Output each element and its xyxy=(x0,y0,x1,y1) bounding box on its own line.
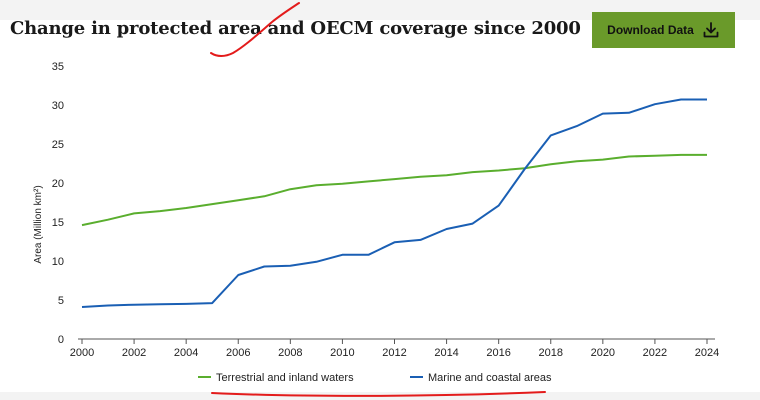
series-line-marine xyxy=(81,98,707,308)
y-axis-label: Area (Million km²) xyxy=(33,185,44,263)
download-data-button[interactable]: Download Data xyxy=(592,12,735,48)
line-chart: 0 5 10 15 20 25 30 35 2000 2002 2004 2006 2008 2010 20… xyxy=(33,61,719,384)
y-tick-label: 15 xyxy=(52,217,64,229)
x-tick-label: 2002 xyxy=(122,347,146,359)
x-tick-label: 2008 xyxy=(278,347,302,359)
x-tick-label: 2014 xyxy=(434,347,458,359)
y-tick-label: 30 xyxy=(52,100,64,112)
top-strip xyxy=(0,0,760,20)
y-tick-label: 0 xyxy=(58,334,64,346)
x-tick-label: 2010 xyxy=(330,347,354,359)
y-tick-label: 20 xyxy=(52,178,64,190)
series-line-terrestrial xyxy=(81,153,707,227)
x-tick-label: 2000 xyxy=(70,347,94,359)
x-tick-label: 2018 xyxy=(539,347,563,359)
download-button-label: Download Data xyxy=(607,23,694,37)
x-tick-label: 2004 xyxy=(174,347,198,359)
y-tick-label: 5 xyxy=(58,295,64,307)
x-tick-label: 2016 xyxy=(486,347,510,359)
legend-label-terrestrial: Terrestrial and inland waters xyxy=(216,372,354,384)
x-tick-label: 2024 xyxy=(695,347,719,359)
x-tick-label: 2022 xyxy=(643,347,667,359)
chart-panel xyxy=(0,20,748,392)
y-tick-label: 10 xyxy=(52,256,64,268)
x-tick-label: 2006 xyxy=(226,347,250,359)
legend-label-marine: Marine and coastal areas xyxy=(428,372,552,384)
y-tick-label: 25 xyxy=(52,139,64,151)
chart-title: Change in protected area and OECM covera… xyxy=(10,18,581,39)
download-icon xyxy=(703,22,719,38)
x-tick-label: 2020 xyxy=(591,347,615,359)
x-tick-label: 2012 xyxy=(382,347,406,359)
y-tick-label: 35 xyxy=(52,61,64,73)
bottom-strip xyxy=(0,392,760,400)
